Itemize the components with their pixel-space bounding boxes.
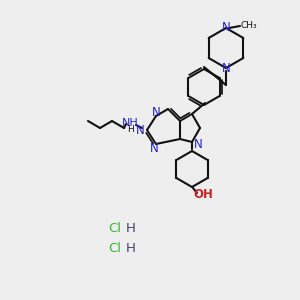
- Text: H: H: [126, 242, 136, 254]
- Text: N: N: [150, 142, 158, 154]
- Text: H: H: [127, 124, 134, 134]
- Text: N: N: [222, 62, 230, 75]
- Text: N: N: [194, 137, 202, 151]
- Text: Cl: Cl: [109, 221, 122, 235]
- Text: CH₃: CH₃: [241, 20, 257, 29]
- Text: NH: NH: [122, 118, 138, 128]
- Text: N: N: [136, 124, 144, 136]
- Text: H: H: [126, 221, 136, 235]
- Text: N: N: [222, 21, 230, 34]
- Text: Cl: Cl: [109, 242, 122, 254]
- Text: N: N: [152, 106, 160, 118]
- Text: OH: OH: [193, 188, 213, 202]
